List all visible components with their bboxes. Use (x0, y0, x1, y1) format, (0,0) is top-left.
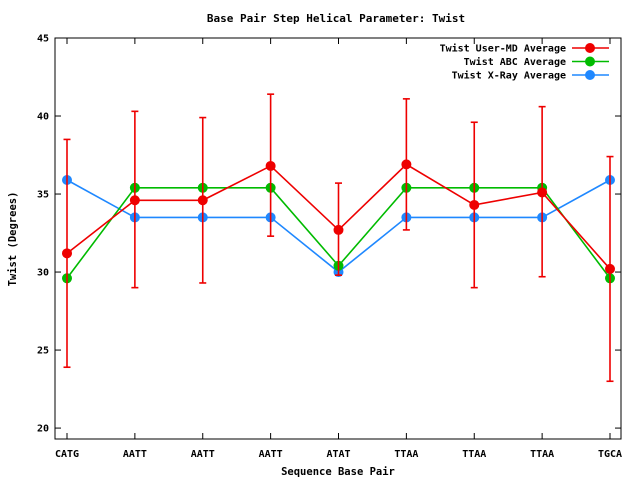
y-tick-label: 40 (37, 112, 49, 123)
x-tick-label: AATT (259, 449, 283, 460)
data-point (401, 159, 412, 170)
x-tick-label: TTAA (462, 449, 486, 460)
y-tick-label: 35 (37, 190, 49, 201)
y-axis: 20 25 30 35 40 45 (37, 34, 621, 435)
data-point (265, 160, 276, 171)
legend-label: Twist User-MD Average (440, 43, 566, 55)
data-point (605, 263, 615, 274)
series-0 (62, 93, 615, 383)
y-tick-label: 20 (37, 424, 49, 435)
legend-marker (585, 56, 595, 67)
x-tick-label: CATG (55, 449, 79, 460)
legend-label: Twist X-Ray Average (452, 70, 566, 82)
x-tick-label: ATAT (326, 449, 350, 460)
data-point (537, 187, 548, 198)
plot-area (62, 93, 615, 383)
x-axis: CATG AATT AATT AATT ATAT TTAA TTAA TTAA TGCA (55, 38, 622, 460)
x-axis-label: Sequence Base Pair (281, 466, 395, 478)
x-tick-label: TGCA (598, 449, 622, 460)
data-point (197, 195, 208, 206)
x-tick-label: AATT (191, 449, 215, 460)
y-tick-label: 25 (37, 346, 49, 357)
data-point (129, 195, 140, 206)
legend-marker (585, 70, 595, 80)
data-point (62, 248, 72, 259)
data-point (333, 224, 344, 235)
legend-label: Twist ABC Average (464, 56, 566, 68)
chart-title: Base Pair Step Helical Parameter: Twist (207, 12, 465, 25)
x-tick-label: AATT (123, 449, 147, 460)
y-axis-label: Twist (Degrees) (7, 192, 19, 287)
x-tick-label: TTAA (530, 449, 554, 460)
data-point (469, 199, 480, 210)
x-tick-label: TTAA (394, 449, 418, 460)
y-tick-label: 30 (37, 268, 49, 279)
legend-marker (585, 43, 595, 53)
y-tick-label: 45 (37, 34, 49, 45)
